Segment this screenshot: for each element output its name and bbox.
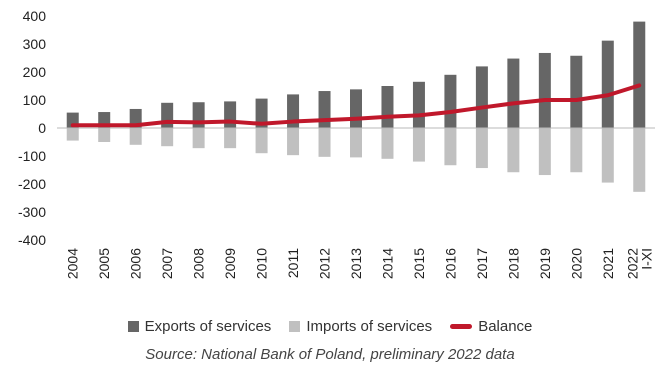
y-tick-label: -200 — [18, 176, 46, 192]
exports-bar — [350, 89, 362, 128]
x-tick-label: 2018 — [505, 248, 521, 279]
balance-line-layer — [70, 83, 642, 128]
exports-bar — [633, 21, 646, 129]
imports-bar — [98, 128, 111, 142]
balance-swatch-icon — [450, 323, 473, 329]
x-tick-label: 2017 — [474, 248, 490, 279]
x-tick-label: 2011 — [285, 248, 301, 278]
x-axis: 2004 2005 2006 2007 2008 2009 2010 2011 2012 2013… — [65, 248, 655, 279]
y-tick-label: -300 — [18, 204, 46, 220]
exports-bar — [507, 58, 520, 129]
x-tick-label: 2008 — [191, 248, 207, 279]
exports-bar — [412, 81, 425, 128]
exports-bar — [475, 66, 488, 128]
exports-bar — [538, 52, 551, 128]
exports-swatch-icon — [127, 320, 139, 332]
x-tick-label: 2020 — [568, 248, 584, 279]
imports-bar — [350, 128, 362, 158]
balance-line — [70, 83, 642, 128]
exports-bars — [66, 21, 646, 129]
imports-bar — [129, 128, 142, 145]
source-note: Source: National Bank of Poland, prelimi… — [145, 346, 515, 363]
legend-item-exports: Exports of services — [127, 317, 272, 335]
x-tick-label: 2012 — [317, 248, 333, 279]
imports-bar — [633, 128, 646, 192]
x-tick-label: 2010 — [254, 248, 270, 279]
imports-bar — [381, 128, 394, 159]
legend-label-imports: Imports of services — [306, 317, 433, 335]
legend-label-exports: Exports of services — [144, 317, 272, 335]
x-tick-label: 2007 — [159, 248, 175, 279]
imports-bar — [601, 128, 614, 183]
imports-bar — [507, 128, 520, 173]
legend-label-balance: Balance — [478, 317, 533, 335]
imports-bar — [161, 128, 174, 147]
imports-bar — [444, 128, 457, 166]
y-tick-label: 300 — [23, 36, 47, 52]
imports-bar — [475, 128, 488, 169]
exports-bar — [570, 55, 583, 129]
imports-bar — [255, 128, 268, 154]
imports-swatch-icon — [289, 320, 301, 332]
exports-bar — [318, 91, 331, 128]
y-tick-label: 200 — [23, 64, 47, 80]
x-tick-label: 2006 — [128, 248, 144, 279]
imports-bar — [192, 128, 205, 149]
legend-item-balance: Balance — [450, 318, 532, 335]
x-tick-label: 2009 — [222, 248, 238, 279]
y-tick-label: 100 — [23, 92, 47, 108]
exports-bar — [381, 86, 394, 128]
x-tick-label: 2022I-XI — [624, 248, 654, 279]
exports-bar — [255, 98, 268, 128]
exports-bar — [224, 101, 237, 128]
y-tick-label: -400 — [18, 232, 46, 248]
x-tick-label: 2021 — [600, 248, 616, 279]
imports-bar — [570, 128, 583, 173]
x-tick-label: 2019 — [537, 248, 553, 279]
x-tick-label: 2014 — [379, 248, 395, 279]
y-tick-label: -100 — [18, 148, 46, 164]
y-tick-label: 400 — [23, 8, 47, 24]
legend-item-imports: Imports of services — [289, 318, 432, 335]
imports-bar — [538, 128, 551, 176]
y-tick-label: 0 — [38, 120, 46, 136]
x-tick-label: 2013 — [348, 248, 364, 279]
imports-bar — [224, 128, 237, 149]
x-tick-label: 2004 — [65, 248, 81, 279]
imports-bar — [66, 128, 79, 141]
exports-bar — [444, 74, 457, 128]
exports-bar — [601, 40, 614, 128]
y-axis: -400 -300 -200 -100 0 100 200 300 400 — [18, 8, 46, 248]
legend: Exports of services Imports of services … — [0, 316, 660, 336]
x-tick-label: 2005 — [96, 248, 112, 279]
imports-bar — [318, 128, 331, 157]
imports-bar — [287, 128, 300, 156]
x-tick-label: 2015 — [411, 248, 427, 279]
imports-bars — [66, 128, 646, 192]
imports-bar — [412, 128, 425, 162]
x-tick-label: 2016 — [442, 248, 458, 279]
